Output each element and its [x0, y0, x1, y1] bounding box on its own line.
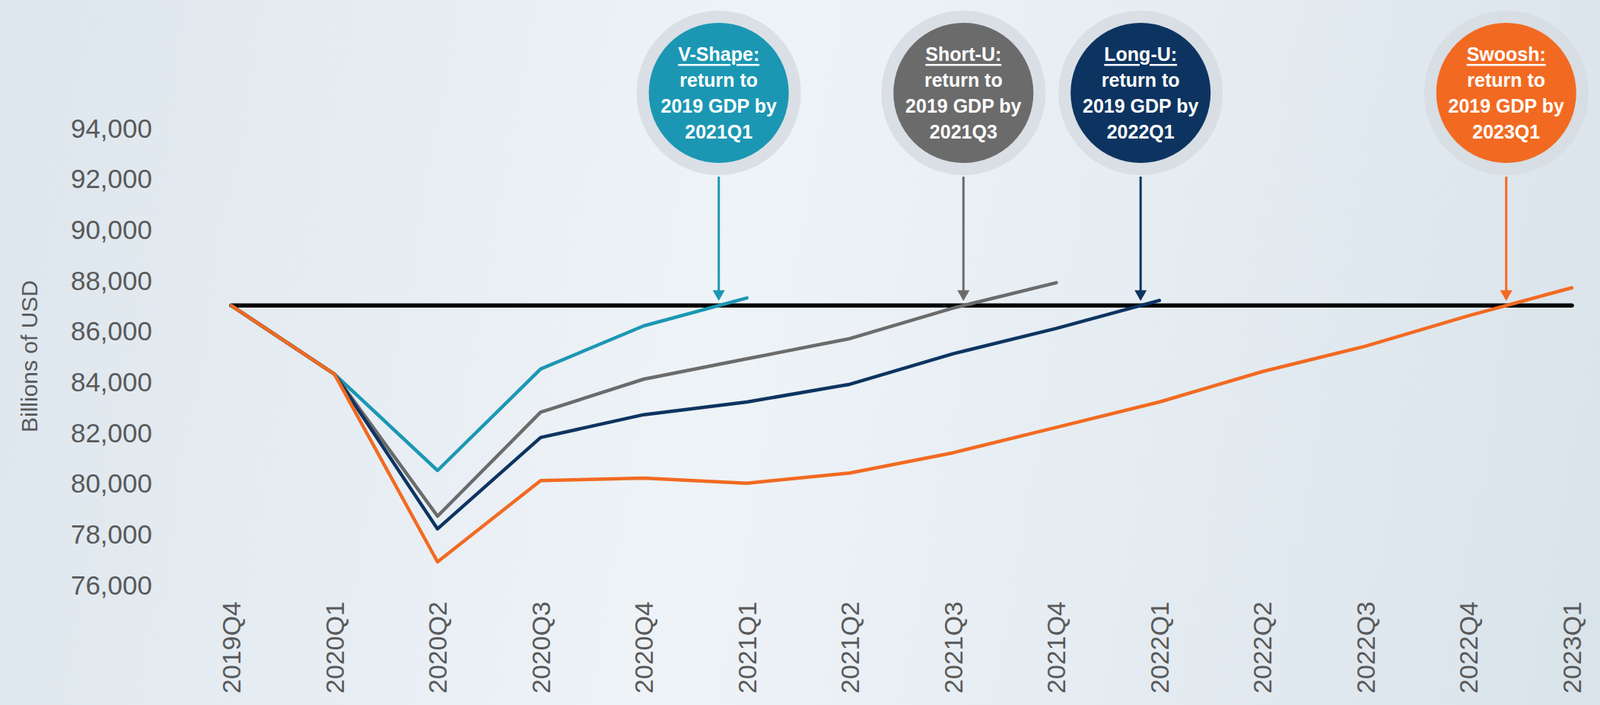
callout-text: return to — [1101, 69, 1181, 91]
x-tick-label: 2020Q3 — [526, 601, 556, 694]
x-tick-label: 2020Q1 — [320, 601, 350, 694]
callout-circle — [893, 22, 1034, 163]
reference-line — [231, 303, 1572, 309]
x-axis: 2019Q4 2020Q1 2020Q2 2020Q3 2020Q4 2021Q1 2021… — [216, 601, 1587, 694]
callout-arrow — [717, 176, 720, 292]
callout-circle — [1436, 22, 1577, 163]
y-axis: 76,000 78,000 80,000 82,000 84,000 86,000 88,0… — [70, 113, 153, 600]
callout-text: return to — [924, 69, 1003, 91]
callout-text: 2021Q1 — [684, 120, 753, 143]
chart-container: 76,000 78,000 80,000 82,000 84,000 86,000 88,0… — [0, 0, 1600, 705]
x-tick-label: 2021Q1 — [732, 601, 762, 694]
callout-ring — [1058, 10, 1223, 175]
x-tick-label: 2023Q1 — [1557, 601, 1587, 694]
series-line — [231, 287, 1572, 562]
x-tick-label: 2019Q4 — [216, 601, 246, 694]
x-tick-label: 2020Q4 — [629, 601, 659, 694]
callout-arrowhead — [1134, 289, 1147, 301]
plot-lines — [231, 282, 1572, 562]
callout-text: return to — [1466, 69, 1546, 91]
callout-title: Short-U: — [925, 43, 1002, 65]
x-tick-label: 2021Q4 — [1041, 601, 1071, 694]
callout-text: 2019 GDP by — [661, 95, 778, 117]
callout: V-Shape: return to 2019 GDP by 2021Q1 — [636, 10, 802, 301]
annotations: V-Shape: return to 2019 GDP by 2021Q1 Short-… — [636, 10, 1589, 301]
callout-text: return to — [679, 69, 758, 91]
x-tick-label: 2022Q1 — [1145, 601, 1174, 694]
callout: Swoosh: return to 2019 GDP by 2023Q1 — [1424, 10, 1589, 301]
y-tick-label: 86,000 — [70, 315, 153, 346]
callout-circle — [648, 22, 789, 163]
series-line — [231, 297, 748, 471]
y-tick-label: 80,000 — [70, 467, 153, 498]
chart-svg: 76,000 78,000 80,000 82,000 84,000 86,000 88,0… — [0, 0, 1600, 705]
callout-text: 2022Q1 — [1106, 120, 1175, 143]
callout-arrow — [1504, 176, 1508, 292]
callout-title: Long-U: — [1103, 43, 1177, 65]
y-axis-title: Billions of USD — [16, 279, 42, 433]
callout-title: Swoosh: — [1466, 43, 1546, 65]
y-tick-label: 78,000 — [70, 518, 153, 549]
callout: Short-U: return to 2019 GDP by 2021Q3 — [881, 10, 1046, 301]
callout-arrowhead — [712, 289, 726, 301]
callout-circle — [1070, 22, 1211, 163]
callout-arrowhead — [1500, 289, 1513, 301]
callout: Long-U: return to 2019 GDP by 2022Q1 — [1058, 10, 1223, 301]
y-tick-label: 94,000 — [70, 113, 153, 144]
callout-title: V-Shape: — [677, 43, 760, 65]
x-tick-label: 2021Q2 — [835, 601, 865, 694]
x-tick-label: 2022Q3 — [1351, 601, 1381, 694]
callout-ring — [636, 10, 802, 175]
series-line — [231, 282, 1057, 516]
y-tick-label: 76,000 — [70, 569, 153, 600]
y-tick-label: 88,000 — [70, 265, 153, 296]
callout-text: 2019 GDP by — [1448, 95, 1566, 117]
y-tick-label: 82,000 — [70, 417, 153, 448]
y-tick-label: 92,000 — [70, 163, 153, 194]
callout-ring — [881, 10, 1046, 175]
callout-arrowhead — [957, 289, 970, 301]
y-tick-label: 84,000 — [70, 366, 153, 397]
callout-arrow — [1139, 176, 1142, 292]
callout-text: 2021Q3 — [929, 120, 998, 143]
x-tick-label: 2021Q3 — [938, 601, 968, 694]
callout-text: 2019 GDP by — [905, 95, 1022, 117]
x-tick-label: 2020Q2 — [423, 601, 452, 694]
x-tick-label: 2022Q4 — [1453, 601, 1483, 694]
callout-text: 2023Q1 — [1472, 120, 1540, 143]
callout-text: 2019 GDP by — [1082, 95, 1200, 117]
callout-arrow — [962, 176, 965, 292]
y-tick-label: 90,000 — [70, 214, 153, 245]
x-tick-label: 2022Q2 — [1247, 601, 1277, 694]
series-line — [231, 300, 1160, 529]
callout-ring — [1424, 10, 1589, 175]
